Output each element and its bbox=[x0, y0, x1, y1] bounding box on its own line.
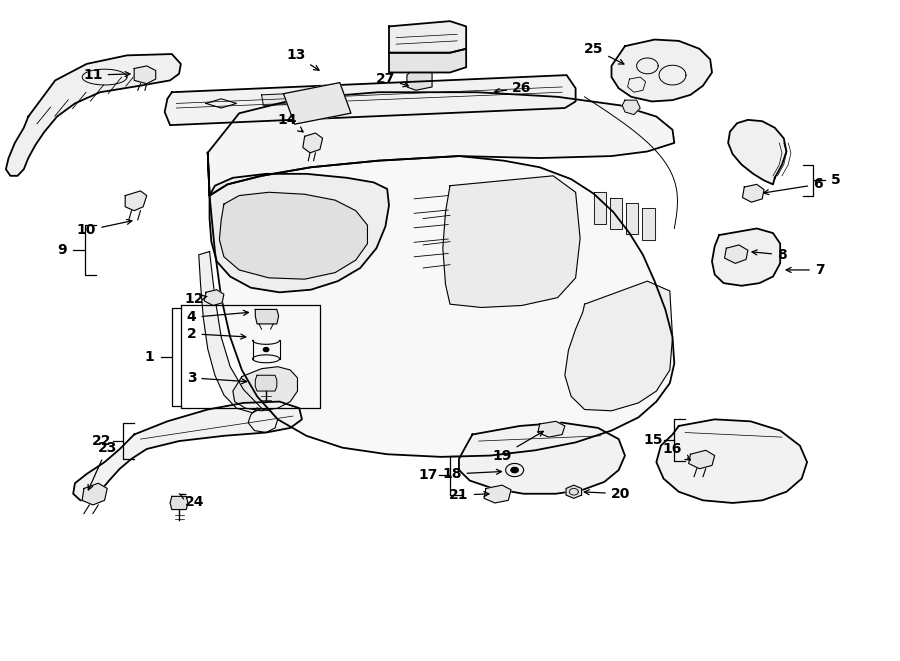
Polygon shape bbox=[656, 419, 807, 503]
Polygon shape bbox=[208, 153, 674, 457]
Polygon shape bbox=[484, 485, 511, 503]
Polygon shape bbox=[389, 21, 466, 53]
Text: 25: 25 bbox=[584, 42, 624, 64]
Text: 23: 23 bbox=[88, 441, 117, 490]
Text: 3: 3 bbox=[187, 371, 247, 385]
Polygon shape bbox=[506, 463, 524, 477]
Text: 10: 10 bbox=[76, 219, 132, 237]
Polygon shape bbox=[303, 133, 322, 153]
Polygon shape bbox=[264, 348, 269, 352]
Polygon shape bbox=[262, 93, 322, 105]
Polygon shape bbox=[204, 290, 224, 305]
Polygon shape bbox=[6, 54, 181, 176]
Text: 20: 20 bbox=[584, 486, 630, 501]
Polygon shape bbox=[742, 184, 764, 202]
Polygon shape bbox=[82, 483, 107, 505]
Polygon shape bbox=[407, 73, 432, 91]
Polygon shape bbox=[256, 375, 277, 391]
Polygon shape bbox=[642, 208, 654, 240]
Polygon shape bbox=[443, 176, 580, 307]
Polygon shape bbox=[210, 174, 389, 292]
Polygon shape bbox=[611, 40, 712, 101]
Polygon shape bbox=[538, 421, 565, 437]
Text: 4: 4 bbox=[186, 310, 248, 325]
Text: 15: 15 bbox=[643, 433, 662, 447]
Polygon shape bbox=[712, 229, 780, 286]
Text: 8: 8 bbox=[752, 248, 787, 262]
Polygon shape bbox=[220, 192, 367, 279]
Polygon shape bbox=[256, 309, 279, 324]
Polygon shape bbox=[199, 252, 262, 412]
Polygon shape bbox=[565, 281, 672, 410]
Polygon shape bbox=[208, 93, 674, 196]
Text: 26: 26 bbox=[494, 81, 532, 95]
Text: 18: 18 bbox=[442, 467, 501, 481]
Polygon shape bbox=[511, 467, 518, 473]
Text: 11: 11 bbox=[83, 68, 130, 82]
Polygon shape bbox=[594, 192, 606, 224]
Text: 9: 9 bbox=[58, 243, 68, 257]
Polygon shape bbox=[73, 402, 302, 500]
Text: 12: 12 bbox=[184, 292, 207, 306]
Text: 27: 27 bbox=[375, 72, 409, 87]
Polygon shape bbox=[609, 198, 622, 229]
Text: 16: 16 bbox=[662, 442, 690, 460]
Text: 24: 24 bbox=[179, 494, 204, 508]
Text: 22: 22 bbox=[92, 434, 112, 447]
Text: 17: 17 bbox=[418, 468, 438, 483]
Text: 21: 21 bbox=[449, 488, 489, 502]
Text: 2: 2 bbox=[186, 327, 246, 341]
Polygon shape bbox=[724, 245, 748, 263]
Polygon shape bbox=[626, 203, 638, 235]
Polygon shape bbox=[459, 422, 625, 494]
Text: 14: 14 bbox=[277, 113, 303, 132]
Text: 6: 6 bbox=[764, 177, 823, 194]
Polygon shape bbox=[284, 83, 351, 124]
Polygon shape bbox=[389, 49, 466, 73]
Polygon shape bbox=[233, 367, 298, 410]
Polygon shape bbox=[134, 66, 156, 84]
Polygon shape bbox=[170, 496, 188, 510]
Polygon shape bbox=[622, 100, 640, 114]
Polygon shape bbox=[566, 485, 581, 498]
Polygon shape bbox=[125, 191, 147, 211]
Polygon shape bbox=[728, 120, 787, 184]
Text: 19: 19 bbox=[492, 432, 544, 463]
Text: 13: 13 bbox=[286, 48, 320, 70]
Text: 7: 7 bbox=[786, 263, 824, 277]
Polygon shape bbox=[688, 450, 715, 469]
Polygon shape bbox=[248, 408, 278, 432]
Text: 1: 1 bbox=[145, 350, 154, 364]
Text: 5: 5 bbox=[831, 173, 841, 187]
Polygon shape bbox=[165, 75, 576, 125]
